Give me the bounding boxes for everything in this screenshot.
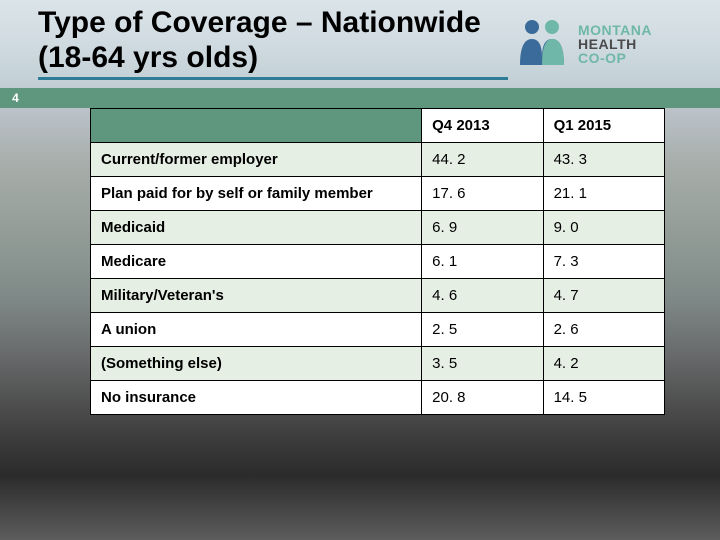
row-q4: 6. 9 <box>422 211 543 245</box>
table-header-row: Q4 2013 Q1 2015 <box>91 109 665 143</box>
table-row: Medicare 6. 1 7. 3 <box>91 245 665 279</box>
slide: Type of Coverage – Nationwide (18-64 yrs… <box>0 0 720 540</box>
row-label: Medicaid <box>91 211 422 245</box>
row-label: Plan paid for by self or family member <box>91 177 422 211</box>
table-row: Military/Veteran's 4. 6 4. 7 <box>91 279 665 313</box>
table-row: Current/former employer 44. 2 43. 3 <box>91 143 665 177</box>
row-q4: 2. 5 <box>422 313 543 347</box>
logo-icon <box>512 15 572 73</box>
row-q1: 14. 5 <box>543 381 664 415</box>
table-header-q4-2013: Q4 2013 <box>422 109 543 143</box>
row-q4: 17. 6 <box>422 177 543 211</box>
row-label: Military/Veteran's <box>91 279 422 313</box>
table-header-blank <box>91 109 422 143</box>
row-label: No insurance <box>91 381 422 415</box>
table-row: Medicaid 6. 9 9. 0 <box>91 211 665 245</box>
row-q4: 20. 8 <box>422 381 543 415</box>
coverage-table: Q4 2013 Q1 2015 Current/former employer … <box>90 108 665 415</box>
row-label: (Something else) <box>91 347 422 381</box>
table-header-q1-2015: Q1 2015 <box>543 109 664 143</box>
row-q1: 9. 0 <box>543 211 664 245</box>
table-row: (Something else) 3. 5 4. 2 <box>91 347 665 381</box>
logo-line2: HEALTH <box>578 37 652 51</box>
logo: MONTANA HEALTH CO-OP <box>512 14 702 74</box>
row-q1: 21. 1 <box>543 177 664 211</box>
table-row: Plan paid for by self or family member 1… <box>91 177 665 211</box>
row-q4: 3. 5 <box>422 347 543 381</box>
table-row: No insurance 20. 8 14. 5 <box>91 381 665 415</box>
row-q1: 4. 7 <box>543 279 664 313</box>
row-label: A union <box>91 313 422 347</box>
row-q4: 4. 6 <box>422 279 543 313</box>
row-q4: 44. 2 <box>422 143 543 177</box>
slide-title: Type of Coverage – Nationwide (18-64 yrs… <box>38 6 508 80</box>
row-q1: 43. 3 <box>543 143 664 177</box>
row-label: Current/former employer <box>91 143 422 177</box>
accent-bar <box>31 88 720 108</box>
row-label: Medicare <box>91 245 422 279</box>
row-q1: 4. 2 <box>543 347 664 381</box>
row-q4: 6. 1 <box>422 245 543 279</box>
logo-line1: MONTANA <box>578 23 652 37</box>
title-block: Type of Coverage – Nationwide (18-64 yrs… <box>38 6 508 80</box>
row-q1: 2. 6 <box>543 313 664 347</box>
logo-text: MONTANA HEALTH CO-OP <box>578 23 652 65</box>
page-number: 4 <box>0 88 31 108</box>
logo-line3: CO-OP <box>578 51 652 65</box>
row-q1: 7. 3 <box>543 245 664 279</box>
table-row: A union 2. 5 2. 6 <box>91 313 665 347</box>
